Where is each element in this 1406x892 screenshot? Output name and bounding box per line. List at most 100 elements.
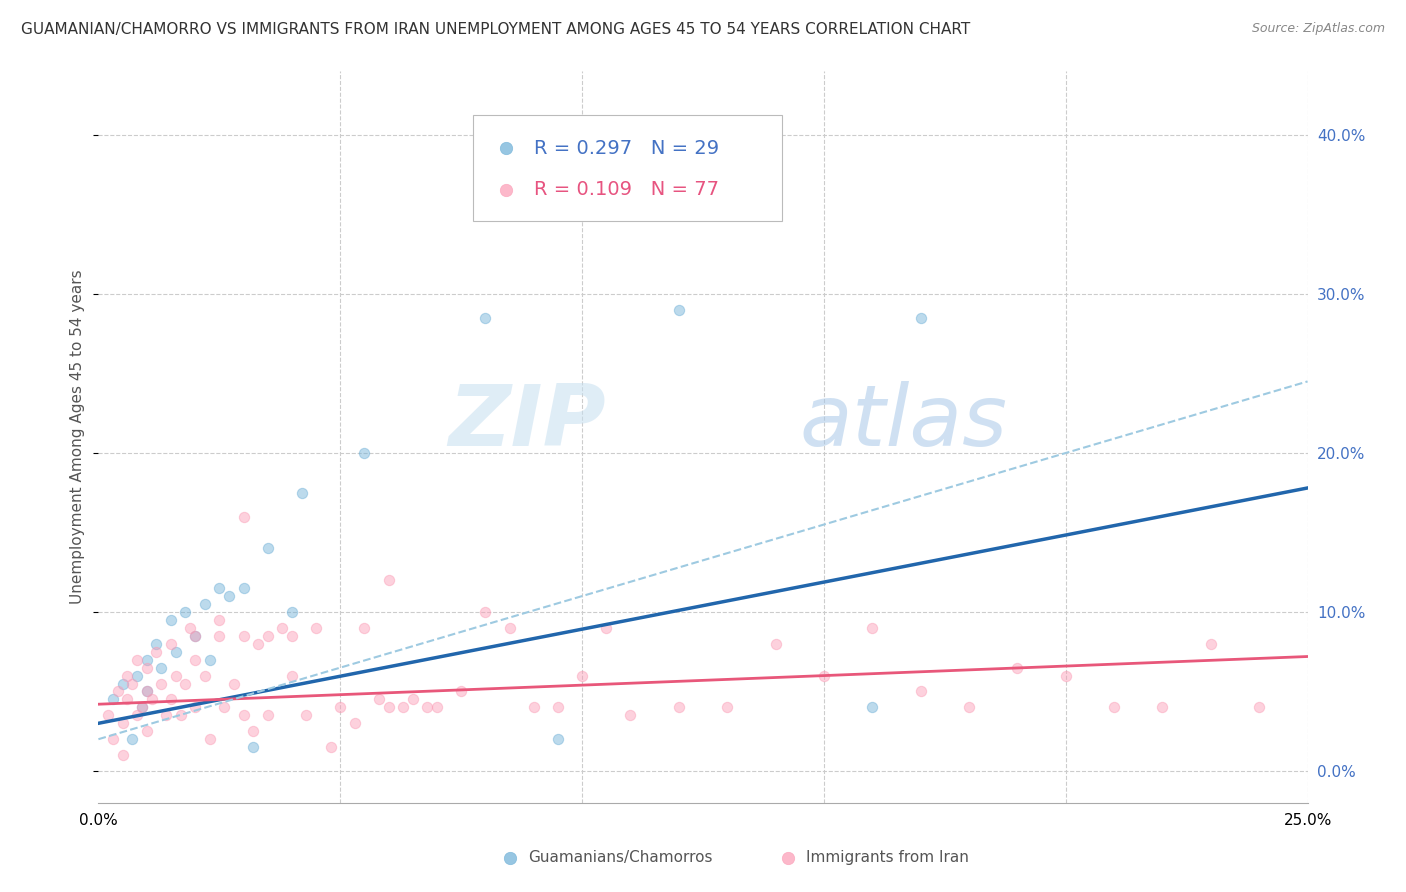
Point: [218, 589, 240, 603]
Point: [145, 645, 167, 659]
Text: Immigrants from Iran: Immigrants from Iran: [806, 850, 969, 865]
Point: [160, 613, 183, 627]
Point: [135, 684, 157, 698]
Point: [212, 700, 235, 714]
Point: [343, 716, 366, 731]
Point: [232, 509, 254, 524]
Point: [1102, 700, 1125, 714]
Point: [281, 605, 304, 619]
Text: Guamanians/Chamorros: Guamanians/Chamorros: [527, 850, 713, 865]
Point: [765, 637, 787, 651]
Point: [1152, 700, 1174, 714]
Point: [232, 629, 254, 643]
Point: [1007, 660, 1029, 674]
Point: [145, 637, 167, 651]
Point: [329, 700, 352, 714]
Point: [127, 653, 149, 667]
Point: [165, 668, 187, 682]
Point: [242, 740, 264, 755]
Point: [135, 684, 157, 698]
Point: [208, 613, 231, 627]
Point: [127, 668, 149, 682]
Point: [97, 708, 120, 723]
Point: [155, 708, 177, 723]
Point: [194, 668, 217, 682]
Point: [101, 692, 124, 706]
Point: [668, 302, 690, 317]
Point: [121, 676, 143, 690]
Point: [107, 684, 129, 698]
Point: [101, 732, 124, 747]
Point: [271, 621, 294, 635]
Point: [305, 621, 328, 635]
Point: [860, 700, 883, 714]
Point: [571, 668, 593, 682]
Point: [1199, 637, 1222, 651]
Point: [450, 684, 472, 698]
Point: [290, 485, 312, 500]
Point: [208, 629, 231, 643]
Point: [160, 692, 183, 706]
Point: [184, 653, 207, 667]
Point: [198, 732, 221, 747]
Text: R = 0.109   N = 77: R = 0.109 N = 77: [534, 180, 718, 199]
Point: [256, 708, 278, 723]
Point: [135, 724, 157, 739]
Point: [141, 692, 163, 706]
Point: [194, 597, 217, 611]
Point: [668, 700, 690, 714]
Point: [208, 581, 231, 595]
Text: Source: ZipAtlas.com: Source: ZipAtlas.com: [1251, 22, 1385, 36]
Point: [111, 748, 134, 763]
Point: [474, 605, 496, 619]
Point: [716, 700, 738, 714]
Point: [160, 637, 183, 651]
Point: [131, 700, 153, 714]
Y-axis label: Unemployment Among Ages 45 to 54 years: Unemployment Among Ages 45 to 54 years: [70, 269, 86, 605]
Point: [179, 621, 201, 635]
Point: [232, 581, 254, 595]
Point: [281, 668, 304, 682]
Text: R = 0.297   N = 29: R = 0.297 N = 29: [534, 138, 718, 158]
Text: GUAMANIAN/CHAMORRO VS IMMIGRANTS FROM IRAN UNEMPLOYMENT AMONG AGES 45 TO 54 YEAR: GUAMANIAN/CHAMORRO VS IMMIGRANTS FROM IR…: [21, 22, 970, 37]
Point: [198, 653, 221, 667]
Point: [121, 732, 143, 747]
Point: [595, 621, 617, 635]
Point: [474, 310, 496, 325]
Point: [426, 700, 449, 714]
Point: [232, 708, 254, 723]
Point: [184, 700, 207, 714]
Point: [184, 629, 207, 643]
Point: [256, 629, 278, 643]
Point: [247, 637, 270, 651]
Text: atlas: atlas: [800, 381, 1008, 464]
Point: [256, 541, 278, 556]
Point: [150, 676, 173, 690]
Point: [740, 136, 762, 150]
Point: [150, 660, 173, 674]
Point: [910, 310, 932, 325]
Point: [1054, 668, 1077, 682]
Point: [117, 692, 139, 706]
Point: [127, 708, 149, 723]
Point: [281, 629, 304, 643]
Point: [111, 676, 134, 690]
Point: [813, 668, 835, 682]
Point: [910, 684, 932, 698]
Point: [392, 700, 415, 714]
Point: [353, 621, 375, 635]
Point: [111, 716, 134, 731]
Point: [169, 708, 191, 723]
Point: [117, 668, 139, 682]
Point: [547, 732, 569, 747]
Point: [402, 692, 425, 706]
Point: [319, 740, 342, 755]
Point: [377, 573, 399, 587]
Point: [377, 700, 399, 714]
Point: [416, 700, 439, 714]
Point: [353, 446, 375, 460]
Point: [222, 676, 245, 690]
Point: [498, 621, 520, 635]
Point: [135, 653, 157, 667]
Point: [131, 700, 153, 714]
